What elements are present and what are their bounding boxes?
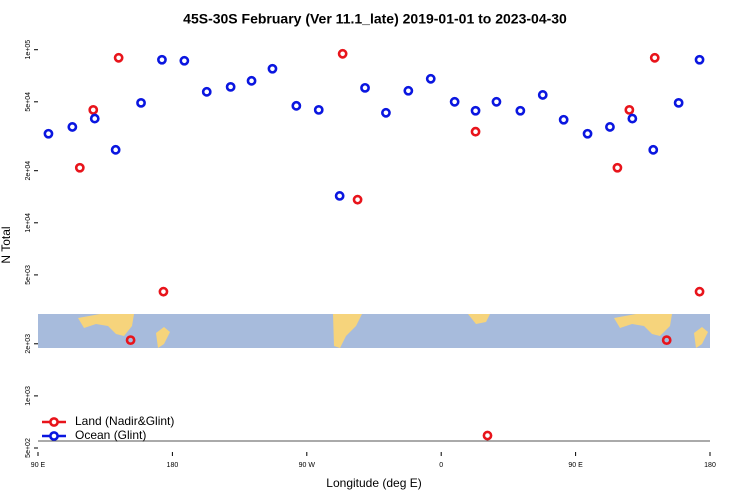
point [125,335,136,346]
point [360,82,370,93]
x-tick-label: 180 [704,462,716,469]
land-shape [156,327,170,348]
point [449,96,460,107]
point [673,97,684,108]
point [337,48,348,59]
y-tick-label: 2e+04 [25,161,32,181]
point [88,104,99,115]
point [158,286,169,297]
point [612,162,623,173]
x-tick-label: 0 [439,462,443,469]
point [113,52,124,63]
x-tick-label: 90 E [568,462,583,469]
y-tick-label: 1e+04 [25,213,32,233]
legend-label: Land (Nadir&Glint) [75,414,174,428]
land-shape [694,327,708,348]
point [624,104,635,115]
y-tick-label: 5e+04 [25,92,32,112]
point [582,128,593,139]
point [425,73,436,84]
point [381,107,391,118]
point [491,96,502,107]
y-tick-label: 5e+02 [25,438,32,458]
point [537,90,548,100]
point [403,85,414,96]
point [661,335,672,346]
legend-label: Ocean (Glint) [75,428,146,442]
point [482,430,493,441]
point [291,100,302,111]
point [67,122,78,132]
point [694,54,705,65]
point [470,126,481,137]
y-tick-label: 2e+03 [25,334,32,354]
point [74,162,85,173]
point [694,286,705,297]
point [605,122,615,132]
point [558,114,569,125]
point [157,54,167,65]
point [110,144,121,155]
point [179,55,190,66]
ocean-background [38,314,710,348]
point [246,75,257,86]
chart-title: 45S-30S February (Ver 11.1_late) 2019-01… [183,11,567,27]
x-tick-label: 90 W [299,462,316,469]
map-strip [38,314,710,348]
point [352,194,363,205]
y-tick-label: 1e+03 [25,386,32,406]
land-shape [614,314,672,336]
x-axis-label: Longitude (deg E) [326,476,421,490]
point [136,97,146,108]
point [627,113,638,124]
x-tick-label: 90 E [31,462,46,469]
point [334,191,345,201]
y-tick-label: 1e+05 [25,40,32,60]
point [89,113,100,124]
y-tick-label: 5e+03 [25,265,32,285]
legend-marker [49,417,59,427]
point [43,128,54,139]
point [648,144,659,155]
point [313,104,324,115]
land-shape [333,314,362,348]
point [225,81,236,92]
point [515,105,526,116]
land-shape [78,314,134,336]
point [267,63,278,74]
point [201,86,212,97]
point [470,105,481,116]
land-shape [468,314,490,324]
legend-marker [49,431,59,441]
y-axis-label: N Total [0,226,13,263]
point [649,52,660,63]
x-tick-label: 180 [167,462,179,469]
